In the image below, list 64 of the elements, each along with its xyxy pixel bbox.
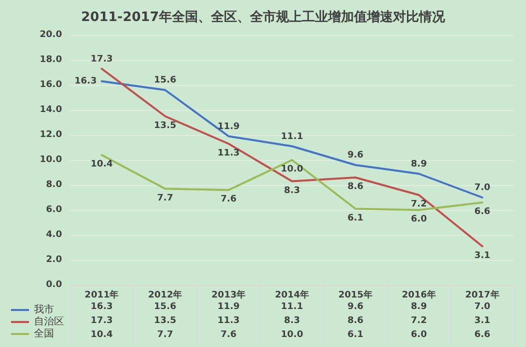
data-label: 13.5 [154,316,176,326]
text: 7.2 [410,200,427,210]
text: 8.6 [347,182,364,192]
data-label: 7.6 [220,330,237,340]
text: 10.4 [90,160,113,170]
text: 3.1 [474,250,490,261]
data-label: 7.7 [157,330,174,340]
data-label: 6.1 [347,330,364,340]
data-label: 11.3 [217,316,240,326]
x-tick-label: 2011年 [84,290,119,300]
text: 6.6 [474,207,490,217]
data-label: 7.0 [474,302,490,312]
data-label: 11.1 [280,302,304,312]
x-tick-label: 2012年 [148,290,182,300]
text: 6.1 [347,213,364,224]
data-label: 15.6 [154,302,176,312]
data-label: 16.3 [90,302,113,312]
y-tick-label: 14.0 [40,105,62,115]
x-tick-label: 2015年 [338,290,372,300]
text: 9.6 [347,150,364,160]
x-tick-label: 2016年 [402,290,436,300]
y-tick-label: 12.0 [40,130,62,140]
text: 8.9 [410,159,427,170]
y-tick-label: 6.0 [46,205,62,215]
legend-label: 我市 [34,304,54,316]
text: 6.0 [410,214,427,224]
text: 17.3 [90,54,113,64]
data-label: 6.0 [410,330,427,340]
text: 7.7 [157,193,174,204]
y-tick-label: 16.0 [40,80,62,90]
chart-title: 2011-2017年全国、全区、全市规上工业增加值增速对比情况 [81,9,446,25]
text: 8.3 [284,186,300,196]
y-tick-label: 2.0 [46,255,62,265]
y-tick-label: 10.0 [40,155,62,165]
data-label: 6.6 [474,330,490,340]
text: 11.9 [217,122,240,132]
data-label: 10.4 [90,330,113,340]
legend-label: 自治区 [34,316,64,328]
x-tick-label: 2013年 [212,290,246,300]
data-label: 9.6 [347,302,364,312]
y-tick-label: 8.0 [46,180,62,190]
text: 13.5 [154,120,176,131]
y-tick-label: 20.0 [40,30,62,40]
y-tick-label: 4.0 [46,230,62,240]
data-label: 8.3 [284,316,300,326]
text: 16.3 [74,76,97,86]
data-label: 11.9 [217,302,240,312]
text: 7.0 [474,183,490,193]
x-tick-label: 2014年 [274,290,310,300]
x-tick-label: 2017年 [465,290,500,300]
data-label: 8.9 [410,302,427,312]
text: 15.6 [154,76,176,86]
data-label: 17.3 [90,316,113,326]
y-tick-label: 18.0 [40,55,62,65]
data-label: 7.2 [410,316,427,326]
y-tick-label: 0.0 [46,280,62,290]
data-label: 3.1 [474,316,490,326]
data-label: 10.0 [280,330,304,340]
text: 11.1 [280,132,304,142]
text: 7.6 [220,194,237,204]
text: 11.3 [217,148,240,158]
legend-label: 全国 [34,328,54,340]
text: 10.0 [280,164,304,174]
data-label: 8.6 [347,316,364,326]
